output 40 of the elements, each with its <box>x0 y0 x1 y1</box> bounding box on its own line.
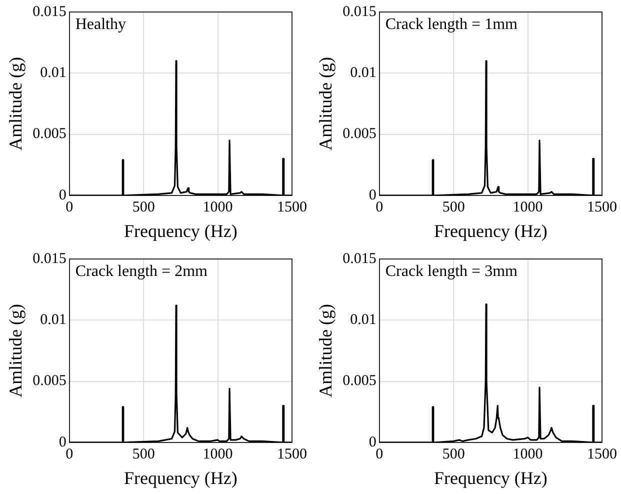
y-axis-title: Amlitude (g) <box>6 304 26 398</box>
x-tick-label: 1500 <box>277 446 307 462</box>
y-tick-label: 0 <box>58 187 66 204</box>
y-tick-label: 0.005 <box>32 373 66 390</box>
x-tick-label: 1500 <box>587 446 617 462</box>
x-axis-title: Frequency (Hz) <box>434 220 548 241</box>
y-tick-label: 0.005 <box>342 126 376 142</box>
x-tick-label: 1000 <box>512 446 543 462</box>
annotation: Crack length = 3mm <box>385 263 518 280</box>
x-tick-label: 1000 <box>512 199 543 216</box>
y-tick-label: 0.005 <box>342 373 376 390</box>
y-tick-label: 0 <box>368 187 376 204</box>
x-axis-title: Frequency (Hz) <box>124 468 238 488</box>
annotation: Healthy <box>75 16 126 34</box>
y-tick-label: 0.015 <box>32 4 66 20</box>
x-tick-label: 1000 <box>202 199 233 216</box>
x-axis-title: Frequency (Hz) <box>434 468 548 488</box>
x-tick-label: 500 <box>442 446 465 462</box>
x-tick-label: 1000 <box>202 446 233 462</box>
x-axis-title: Frequency (Hz) <box>124 220 238 241</box>
x-tick-label: 500 <box>132 446 155 462</box>
y-tick-label: 0.01 <box>40 65 66 82</box>
annotation: Crack length = 2mm <box>75 263 208 280</box>
x-tick-label: 1500 <box>277 199 307 216</box>
x-tick-label: 1500 <box>587 199 617 216</box>
y-tick-label: 0.015 <box>342 250 376 267</box>
y-tick-label: 0.01 <box>350 65 376 82</box>
annotation: Crack length = 1mm <box>385 16 518 34</box>
y-tick-label: 0.015 <box>342 4 376 20</box>
x-tick-label: 500 <box>132 199 155 216</box>
y-axis-title: Amlitude (g) <box>316 304 336 398</box>
y-tick-label: 0 <box>58 434 66 450</box>
y-tick-label: 0.01 <box>350 312 376 328</box>
y-axis-title: Amlitude (g) <box>316 56 336 150</box>
y-tick-label: 0 <box>368 434 376 450</box>
y-tick-label: 0.015 <box>32 250 66 267</box>
y-tick-label: 0.01 <box>40 312 66 328</box>
y-axis-title: Amlitude (g) <box>6 56 26 150</box>
y-tick-label: 0.005 <box>32 126 66 142</box>
x-tick-label: 500 <box>442 199 465 216</box>
